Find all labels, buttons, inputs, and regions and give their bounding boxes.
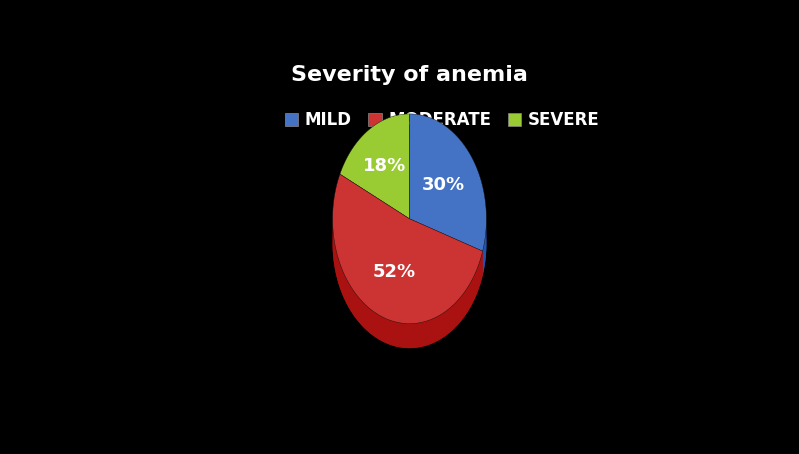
Polygon shape [332, 174, 483, 324]
Polygon shape [332, 198, 483, 348]
Text: 30%: 30% [422, 176, 465, 194]
Text: Severity of anemia: Severity of anemia [291, 65, 528, 85]
Text: 18%: 18% [363, 157, 407, 175]
Polygon shape [410, 138, 487, 276]
Legend: MILD, MODERATE, SEVERE: MILD, MODERATE, SEVERE [278, 105, 606, 136]
Polygon shape [410, 114, 487, 251]
Text: 52%: 52% [372, 263, 415, 281]
Polygon shape [332, 221, 483, 348]
Polygon shape [410, 219, 483, 276]
Polygon shape [340, 114, 410, 219]
Polygon shape [410, 219, 483, 276]
Polygon shape [483, 220, 487, 276]
